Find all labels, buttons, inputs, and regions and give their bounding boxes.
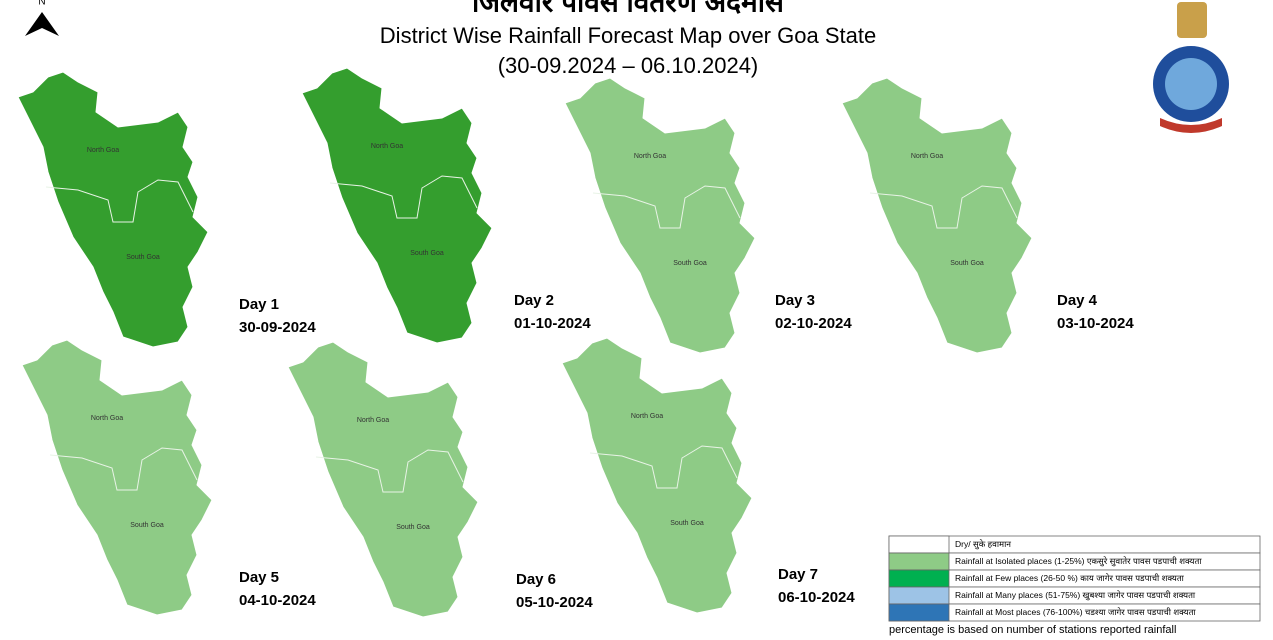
legend-swatch bbox=[888, 603, 950, 622]
legend-note: percentage is based on number of station… bbox=[889, 624, 1176, 636]
legend-label: Rainfall at Few places (26-50 %) काय जाग… bbox=[955, 573, 1185, 583]
legend-label: Dry/ सुके हवामान bbox=[955, 539, 1011, 550]
district-map: North Goa South Goa bbox=[561, 337, 753, 614]
date-label: 02-10-2024 bbox=[775, 315, 852, 332]
district-label: South Goa bbox=[670, 520, 704, 527]
day-label: Day 3 bbox=[775, 292, 815, 309]
district-label: North Goa bbox=[631, 413, 663, 420]
district-map: North Goa South Goa bbox=[17, 71, 209, 348]
legend-swatch bbox=[888, 569, 950, 588]
day-label: Day 6 bbox=[516, 571, 556, 588]
district-label: South Goa bbox=[673, 260, 707, 267]
north-label: N bbox=[38, 0, 45, 8]
goa-outline bbox=[287, 341, 479, 618]
legend: Dry/ सुके हवामान Rainfall at Isolated pla… bbox=[888, 535, 1261, 622]
goa-outline bbox=[301, 67, 493, 344]
district-map: North Goa South Goa bbox=[21, 339, 213, 616]
goa-outline bbox=[17, 71, 209, 348]
district-map: North Goa South Goa bbox=[287, 341, 479, 618]
goa-outline bbox=[561, 337, 753, 614]
district-label: South Goa bbox=[396, 524, 430, 531]
date-label: 01-10-2024 bbox=[514, 315, 591, 332]
imd-logo bbox=[1153, 2, 1229, 133]
day-label: Day 2 bbox=[514, 292, 554, 309]
north-arrow: N bbox=[25, 0, 59, 36]
legend-label: Rainfall at Isolated places (1-25%) एकसु… bbox=[955, 556, 1202, 567]
district-map: North Goa South Goa bbox=[564, 77, 756, 354]
district-label: South Goa bbox=[950, 260, 984, 267]
date-label: 04-10-2024 bbox=[239, 592, 316, 609]
district-map: North Goa South Goa bbox=[841, 77, 1033, 354]
district-label: South Goa bbox=[130, 522, 164, 529]
legend-swatch bbox=[888, 535, 950, 554]
date-label: 05-10-2024 bbox=[516, 594, 593, 611]
title: District Wise Rainfall Forecast Map over… bbox=[380, 23, 876, 48]
goa-outline bbox=[21, 339, 213, 616]
date-label: 06-10-2024 bbox=[778, 589, 855, 606]
district-label: North Goa bbox=[371, 143, 403, 150]
goa-outline bbox=[564, 77, 756, 354]
district-label: South Goa bbox=[410, 250, 444, 257]
title-local: जिलेवार पावस वितरण अदमास bbox=[471, 0, 785, 17]
district-label: South Goa bbox=[126, 254, 160, 261]
district-map: North Goa South Goa bbox=[301, 67, 493, 344]
district-label: North Goa bbox=[634, 153, 666, 160]
legend-label: Rainfall at Many places (51-75%) खुबश्या… bbox=[955, 590, 1196, 601]
legend-swatch bbox=[888, 552, 950, 571]
legend-swatch bbox=[888, 586, 950, 605]
day-label: Day 7 bbox=[778, 566, 818, 583]
day-label: Day 1 bbox=[239, 296, 279, 313]
date-label: 30-09-2024 bbox=[239, 319, 316, 336]
district-label: North Goa bbox=[911, 153, 943, 160]
date-label: 03-10-2024 bbox=[1057, 315, 1134, 332]
period: (30-09.2024 – 06.10.2024) bbox=[498, 53, 759, 78]
legend-label: Rainfall at Most places (76-100%) चडश्या… bbox=[955, 607, 1196, 617]
district-label: North Goa bbox=[357, 417, 389, 424]
day-label: Day 4 bbox=[1057, 292, 1098, 309]
district-label: North Goa bbox=[87, 147, 119, 154]
goa-outline bbox=[841, 77, 1033, 354]
day-label: Day 5 bbox=[239, 569, 279, 586]
district-label: North Goa bbox=[91, 415, 123, 422]
